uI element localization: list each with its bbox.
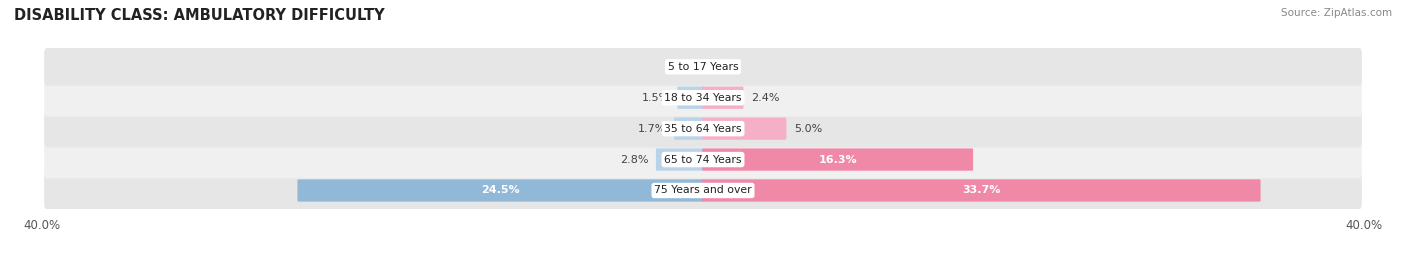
Text: 75 Years and over: 75 Years and over (654, 185, 752, 195)
FancyBboxPatch shape (673, 117, 704, 140)
Text: 5.0%: 5.0% (794, 124, 823, 134)
Text: 33.7%: 33.7% (962, 185, 1001, 195)
Text: 2.4%: 2.4% (751, 93, 779, 103)
FancyBboxPatch shape (44, 141, 1362, 178)
Text: 24.5%: 24.5% (481, 185, 520, 195)
FancyBboxPatch shape (298, 179, 704, 202)
Text: 1.5%: 1.5% (641, 93, 669, 103)
FancyBboxPatch shape (44, 79, 1362, 117)
FancyBboxPatch shape (44, 172, 1362, 209)
Text: 35 to 64 Years: 35 to 64 Years (664, 124, 742, 134)
Text: 0.0%: 0.0% (666, 62, 695, 72)
Text: 1.7%: 1.7% (638, 124, 666, 134)
Text: 16.3%: 16.3% (818, 155, 856, 165)
FancyBboxPatch shape (702, 117, 786, 140)
Text: 2.8%: 2.8% (620, 155, 648, 165)
FancyBboxPatch shape (702, 179, 1261, 202)
FancyBboxPatch shape (702, 148, 973, 171)
Text: 65 to 74 Years: 65 to 74 Years (664, 155, 742, 165)
Text: 5 to 17 Years: 5 to 17 Years (668, 62, 738, 72)
FancyBboxPatch shape (44, 110, 1362, 147)
Text: 18 to 34 Years: 18 to 34 Years (664, 93, 742, 103)
FancyBboxPatch shape (702, 87, 744, 109)
Text: DISABILITY CLASS: AMBULATORY DIFFICULTY: DISABILITY CLASS: AMBULATORY DIFFICULTY (14, 8, 385, 23)
FancyBboxPatch shape (678, 87, 704, 109)
FancyBboxPatch shape (44, 48, 1362, 86)
FancyBboxPatch shape (657, 148, 704, 171)
Text: 0.0%: 0.0% (711, 62, 740, 72)
Text: Source: ZipAtlas.com: Source: ZipAtlas.com (1281, 8, 1392, 18)
